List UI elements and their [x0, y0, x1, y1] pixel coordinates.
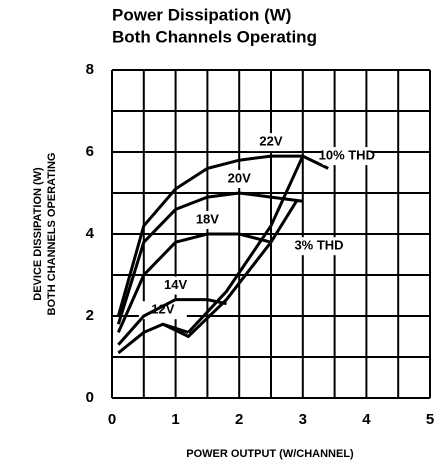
- x-tick-label: 3: [299, 411, 307, 428]
- x-axis-label: POWER OUTPUT (W/CHANNEL): [186, 448, 354, 460]
- label-background: [295, 237, 343, 256]
- series-label: 10% THD: [319, 148, 375, 163]
- series-label: 22V: [259, 134, 282, 149]
- line-series: [116, 191, 303, 325]
- series-label: 12V: [151, 302, 174, 317]
- label-background: [247, 133, 295, 152]
- series-label: 20V: [228, 170, 251, 185]
- x-tick-label: 2: [235, 411, 243, 428]
- y-tick-label: 6: [86, 143, 94, 160]
- line-series: [162, 200, 298, 339]
- line-series: [116, 232, 272, 334]
- series-label: 18V: [196, 211, 219, 226]
- y-axis-label: DEVICE DISSIPATION (W): [32, 167, 44, 301]
- y-tick-label: 0: [86, 389, 94, 406]
- x-tick-label: 0: [108, 411, 116, 428]
- y-tick-label: 2: [86, 307, 94, 324]
- line-series: [117, 298, 227, 346]
- chart-title: Power Dissipation (W): [112, 5, 291, 24]
- label-background: [215, 170, 264, 188]
- series-label: 3% THD: [294, 238, 343, 253]
- label-background: [183, 211, 232, 229]
- line-series: [117, 322, 189, 355]
- y-axis-label: BOTH CHANNELS OPERATING: [46, 153, 58, 316]
- x-tick-label: 4: [362, 411, 371, 428]
- x-tick-label: 1: [171, 411, 179, 428]
- line-series: [116, 154, 329, 317]
- line-series: [187, 155, 305, 334]
- y-tick-label: 8: [86, 61, 94, 78]
- chart-subtitle: Both Channels Operating: [112, 27, 317, 46]
- label-background: [138, 301, 187, 320]
- series-label: 14V: [164, 277, 187, 292]
- label-background: [151, 276, 200, 295]
- label-background: [322, 147, 371, 166]
- y-tick-label: 4: [86, 225, 95, 242]
- x-tick-label: 5: [426, 411, 434, 428]
